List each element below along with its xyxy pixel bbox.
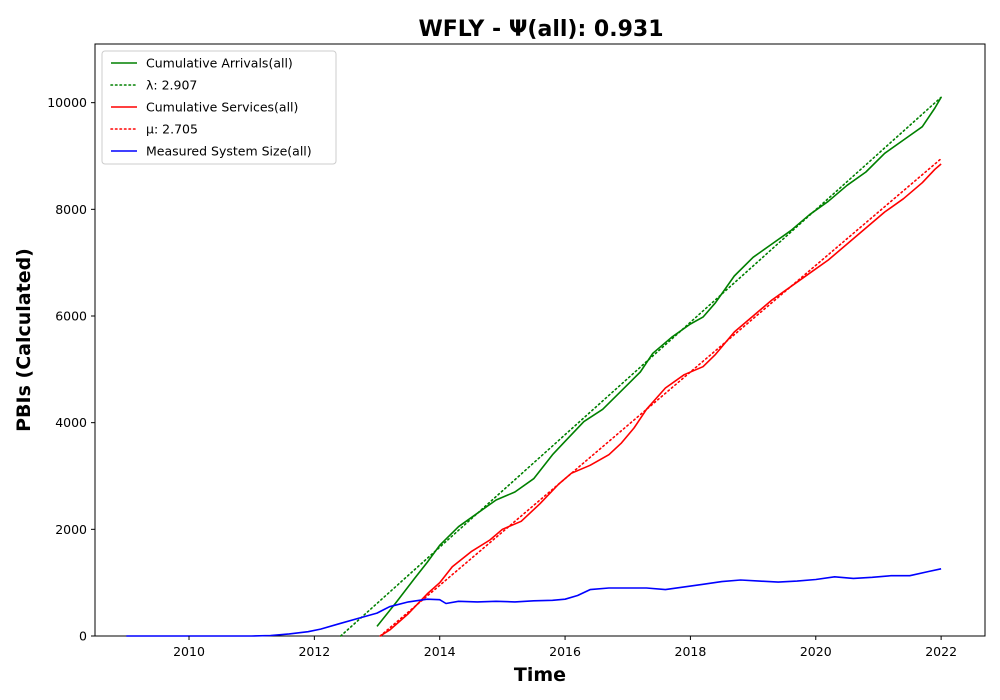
series-line-3-cumulative-services-all [379, 163, 942, 637]
y-tick-label: 6000 [55, 309, 87, 324]
x-tick-label: 2018 [675, 644, 707, 659]
y-tick-label: 0 [79, 629, 87, 644]
series-layer [126, 96, 942, 637]
x-tick-label: 2020 [800, 644, 832, 659]
legend: Cumulative Arrivals(all) λ: 2.907 Cumulati… [101, 50, 337, 165]
series-line-1-cumulative-arrivals-all [376, 96, 942, 627]
series-line-4-2-705 [379, 157, 942, 637]
x-tick-label: 2022 [925, 644, 957, 659]
legend-label: Cumulative Services(all) [146, 100, 298, 115]
plot-frame [94, 43, 986, 637]
y-axis: 0 2000 4000 6000 8000 10000 [47, 95, 95, 644]
x-tick-label: 2016 [549, 644, 581, 659]
legend-label: μ: 2.705 [146, 122, 198, 137]
x-tick-label: 2012 [298, 644, 330, 659]
y-tick-label: 8000 [55, 202, 87, 217]
x-tick-label: 2014 [424, 644, 456, 659]
x-axis: 2010 2012 2014 2016 2018 2020 2022 [173, 636, 957, 659]
x-tick-label: 2010 [173, 644, 205, 659]
legend-box [101, 50, 337, 165]
y-tick-label: 10000 [47, 95, 87, 110]
x-axis-label: Time [514, 664, 566, 686]
legend-label: Measured System Size(all) [146, 144, 312, 159]
y-tick-label: 2000 [55, 522, 87, 537]
chart-title: WFLY - Ψ(all): 0.931 [418, 17, 663, 42]
y-axis-label: PBIs (Calculated) [13, 248, 35, 432]
series-line-5-measured-system-size-all [126, 568, 942, 637]
series-line-2-2-907 [339, 96, 942, 637]
y-tick-label: 4000 [55, 415, 87, 430]
legend-label: λ: 2.907 [146, 78, 197, 93]
legend-label: Cumulative Arrivals(all) [146, 56, 293, 71]
